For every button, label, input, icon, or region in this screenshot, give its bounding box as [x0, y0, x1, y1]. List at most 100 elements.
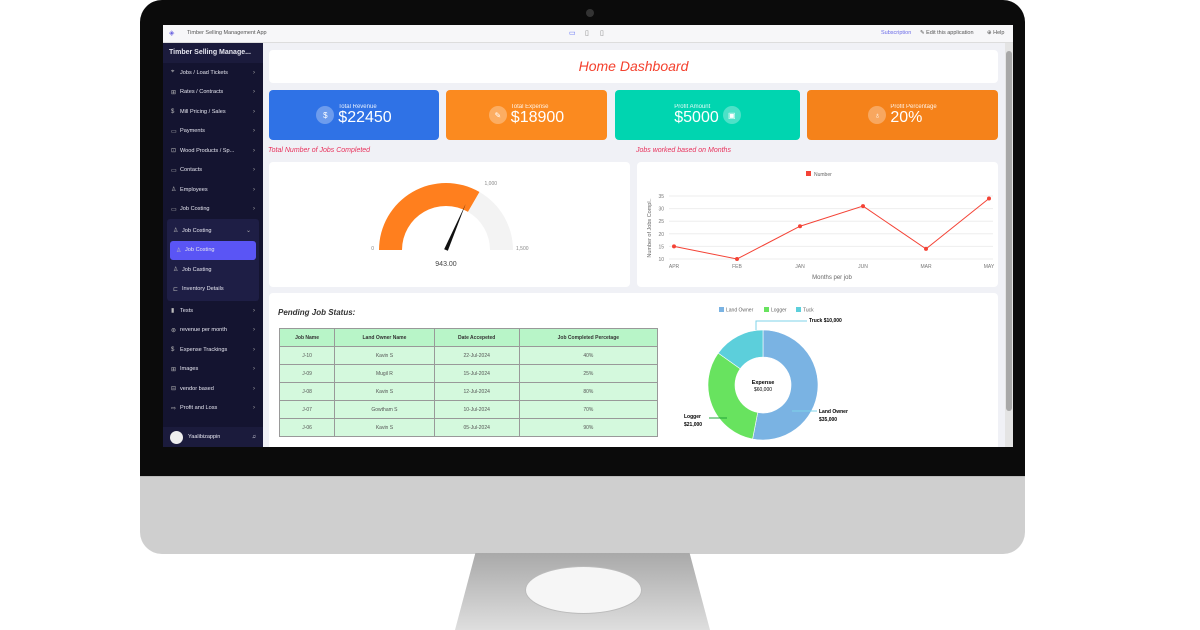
x-tick-label: MAY	[984, 264, 995, 270]
sidebar-item[interactable]: ⊞ Images ›	[163, 360, 263, 380]
table-cell: 22-Jul-2024	[433, 346, 520, 365]
data-point[interactable]	[861, 204, 865, 209]
desktop-view-icon[interactable]: ▭	[569, 30, 576, 37]
legend-label[interactable]: Land Owner	[726, 308, 754, 314]
stat-value: $22450	[338, 109, 392, 126]
sidebar-item-label: Job Costing	[182, 227, 212, 234]
y-tick-label: 25	[658, 219, 664, 225]
pie-slice[interactable]	[717, 329, 764, 370]
stat-card: $ Total Revenue $22450	[269, 90, 439, 140]
dollar-icon: $	[171, 346, 175, 353]
x-tick-label: APR	[669, 264, 680, 270]
sidebar-item[interactable]: $ Expense Trackings ›	[163, 340, 263, 360]
avatar	[170, 430, 183, 444]
sidebar-item-label: Images	[180, 366, 199, 373]
revenue-icon: $	[316, 106, 335, 124]
legend-label[interactable]: Logger	[771, 308, 787, 314]
sidebar-subitem[interactable]: ♙ Job Costing	[170, 240, 256, 260]
data-point[interactable]	[987, 196, 991, 201]
chevron-right-icon: ›	[253, 346, 255, 353]
data-point[interactable]	[672, 244, 676, 249]
gauge-needle	[444, 204, 466, 251]
data-point[interactable]	[798, 224, 802, 229]
sidebar-item[interactable]: ▭ Payments ›	[163, 122, 263, 142]
table-cell: J-09	[278, 364, 336, 383]
pie-slice[interactable]	[707, 352, 759, 440]
stat-value: 20%	[890, 109, 923, 126]
sidebar-subitem[interactable]: ♙ Job Casting	[167, 260, 259, 280]
monitor-icon: ▭	[171, 167, 177, 174]
sidebar-item[interactable]: ⌖ Jobs / Load Tickets ›	[163, 63, 263, 83]
table-cell: 40%	[518, 346, 659, 365]
stat-text: Total Expense $18900	[511, 104, 564, 126]
stat-text: Profit Percentage 20%	[890, 104, 936, 126]
data-point[interactable]	[924, 246, 928, 251]
sidebar-item[interactable]: ▭ Contacts ›	[163, 161, 263, 181]
sidebar-item[interactable]: ⇨ Profit and Loss ›	[163, 399, 263, 419]
images-icon: ⊞	[171, 366, 177, 373]
chevron-down-icon: ⌄	[245, 228, 251, 235]
column-header[interactable]: Land Owner Name	[334, 328, 435, 347]
help-button[interactable]: ⊕ Help	[987, 30, 1004, 36]
y-tick-label: 10	[658, 257, 664, 263]
data-point[interactable]	[735, 257, 739, 261]
slice-label: Truck $10,000	[809, 318, 842, 324]
column-header[interactable]: Job Name	[278, 328, 336, 347]
sidebar-list: ⌖ Jobs / Load Tickets › ⊞ Rates / Contracts ›…	[163, 63, 263, 418]
user-profile[interactable]: Yaalibizappin ♫	[163, 427, 263, 447]
chevron-right-icon: ›	[253, 385, 255, 392]
mobile-view-icon[interactable]: ▯	[600, 30, 604, 37]
y-tick-label: 15	[658, 244, 664, 250]
pie-slice[interactable]	[752, 329, 819, 441]
sidebar-item[interactable]: ▮ Tests ›	[163, 301, 263, 321]
revenue-icon: ⊛	[171, 327, 177, 334]
table-cell: J-07	[278, 400, 336, 419]
sidebar-item[interactable]: ▭ Job Costing ›	[163, 200, 263, 220]
column-header[interactable]: Date Accepeted	[433, 328, 520, 347]
legend-swatch	[719, 307, 724, 312]
legend-label[interactable]: Tuck	[803, 308, 814, 314]
chevron-right-icon: ›	[253, 108, 255, 115]
subscription-link[interactable]: Subscription	[881, 30, 912, 36]
sidebar-item-label: vendor based	[180, 385, 214, 392]
table-row: J-07 Gowtham S 10-Jul-2024 70%	[278, 400, 659, 419]
gauge-title: Total Number of Jobs Completed	[268, 147, 371, 154]
chevron-right-icon: ›	[253, 128, 255, 135]
gauge-min-label: 0	[371, 246, 374, 252]
table-cell: Mugil R	[334, 364, 435, 383]
sidebar-item[interactable]: ♙ Employees ›	[163, 180, 263, 200]
line-chart-panel: Number 10 15 20 25 30 35 APR FEB JAN JUN MAR MAY Mont…	[637, 162, 998, 287]
edit-application-button[interactable]: ✎ Edit this application	[920, 30, 974, 36]
sidebar-item[interactable]: ⊞ Rates / Contracts ›	[163, 83, 263, 103]
sidebar-item-label: Employees	[180, 186, 208, 193]
table-cell: Kavin S	[334, 382, 435, 401]
legend-swatch	[796, 307, 801, 312]
scrollbar-thumb[interactable]	[1006, 51, 1012, 411]
table-cell: 10-Jul-2024	[433, 400, 520, 419]
app-title: Timber Selling Management App	[187, 30, 267, 36]
chevron-right-icon: ›	[253, 366, 255, 373]
x-tick-label: JAN	[795, 264, 805, 270]
table-cell: 15-Jul-2024	[433, 364, 520, 383]
profit-loss-icon: ⇨	[171, 405, 177, 412]
sidebar-item-label: Wood Products / Sp...	[180, 147, 235, 154]
chevron-right-icon: ›	[253, 167, 255, 174]
money-bag-icon: ♁	[868, 106, 887, 124]
column-header[interactable]: Job Completed Percetage	[518, 328, 659, 347]
pie-chart: Land Owner Logger Tuck Expense$60,000 Land O…	[684, 307, 848, 441]
sidebar-item[interactable]: ⊟ vendor based ›	[163, 379, 263, 399]
sidebar-item[interactable]: ⊛ revenue per month ›	[163, 321, 263, 341]
gauge-band-filled	[379, 183, 480, 250]
sidebar-subitem[interactable]: ⊏ Inventory Details	[167, 280, 259, 300]
tablet-view-icon[interactable]: ▯	[585, 30, 589, 37]
sidebar-subitem-label: Inventory Details	[182, 286, 224, 293]
sidebar-item[interactable]: ⊡ Wood Products / Sp... ›	[163, 141, 263, 161]
sidebar-item[interactable]: $ Mill Pricing / Sales ›	[163, 102, 263, 122]
bell-icon[interactable]: ♫	[251, 434, 256, 440]
sidebar-item[interactable]: ♙ Job Costing ⌄	[167, 221, 259, 241]
monitor-icon: ▭	[171, 128, 177, 135]
app-topbar: ◈ Timber Selling Management App ▭ ▯ ▯ Su…	[163, 25, 1013, 43]
page-title: Home Dashboard	[578, 58, 689, 74]
pie-center-label: Expense	[752, 380, 775, 386]
app-logo-icon[interactable]: ◈	[169, 30, 175, 37]
